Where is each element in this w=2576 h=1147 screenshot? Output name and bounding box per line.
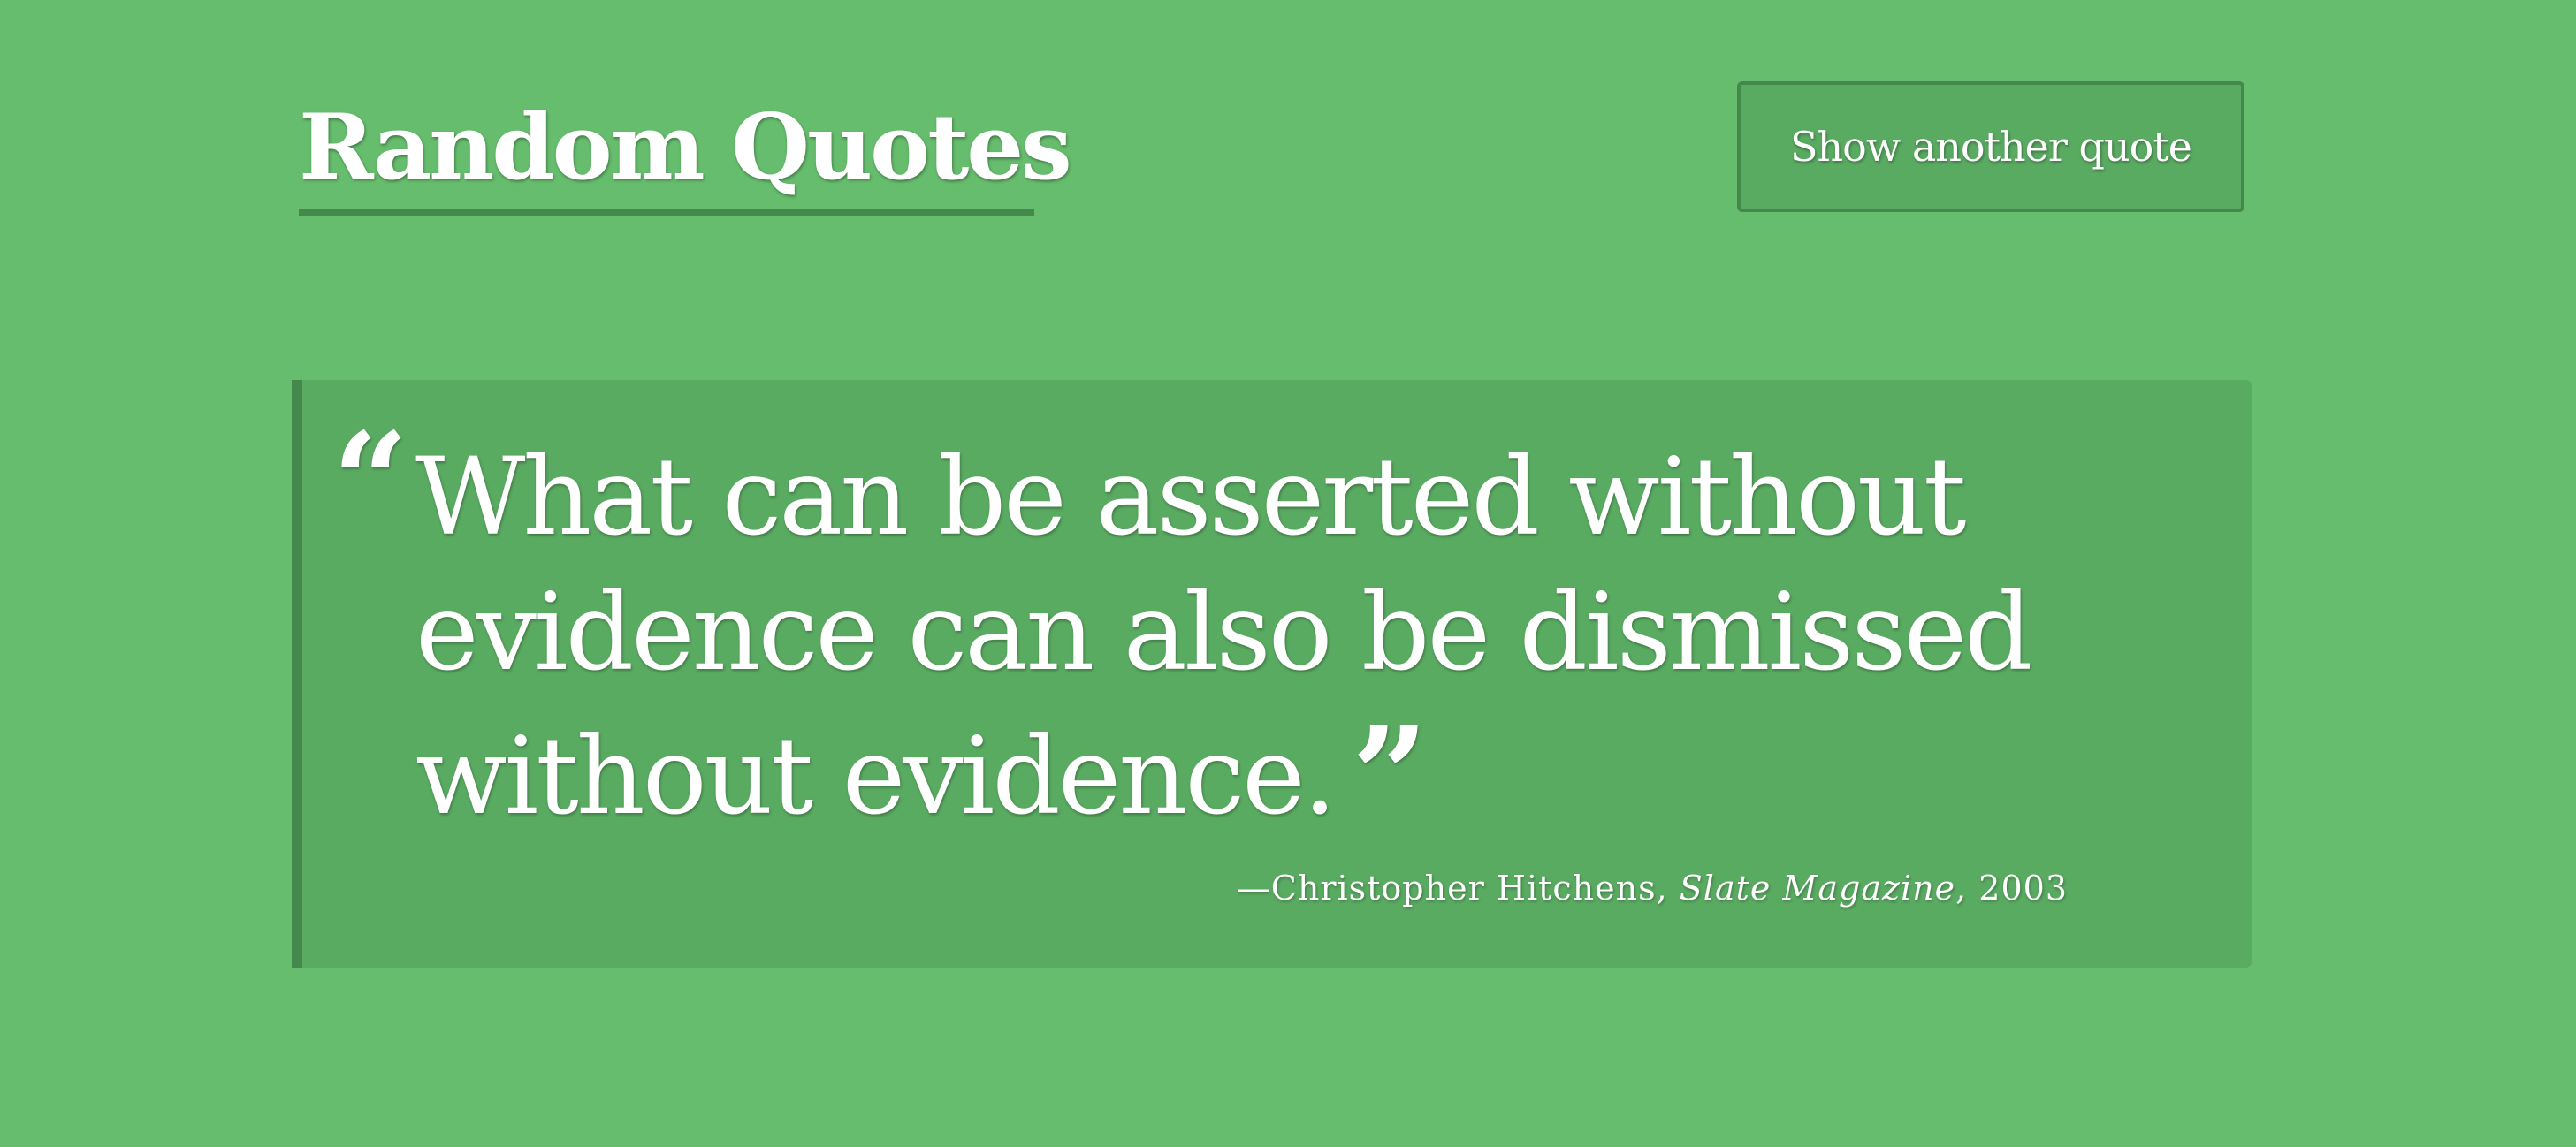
- quote-card: [292, 380, 2252, 968]
- attribution-author: —Christopher Hitchens,: [1236, 869, 1680, 908]
- close-quote-icon: ”: [1352, 698, 1429, 854]
- show-another-quote-button[interactable]: Show another quote: [1737, 81, 2244, 212]
- open-quote-icon: “: [332, 404, 409, 559]
- quote-text-block: What can be asserted without evidence ca…: [415, 429, 2113, 844]
- attribution-year: , 2003: [1955, 869, 2068, 908]
- attribution-source: Slate Magazine: [1679, 869, 1956, 908]
- title-underline: [299, 209, 1034, 216]
- quote-text: What can be asserted without evidence ca…: [415, 435, 2033, 839]
- page-title: Random Quotes: [299, 95, 1072, 201]
- quote-attribution: —Christopher Hitchens, Slate Magazine, 2…: [1237, 862, 2068, 914]
